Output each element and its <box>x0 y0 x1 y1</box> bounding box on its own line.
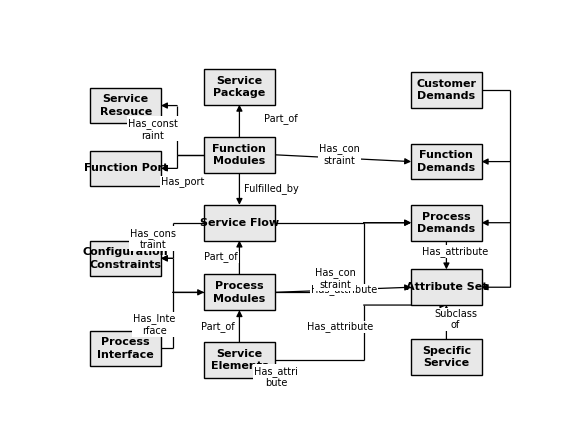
Text: Process
Interface: Process Interface <box>97 337 154 359</box>
Bar <box>90 330 161 366</box>
Text: Part_of: Part_of <box>201 321 235 333</box>
Bar <box>204 342 275 378</box>
Text: Service
Resouce: Service Resouce <box>100 94 152 117</box>
Text: Service
Elements: Service Elements <box>211 349 268 371</box>
Text: Process
Modules: Process Modules <box>213 281 265 303</box>
Text: Fulfilled_by: Fulfilled_by <box>244 183 299 194</box>
Bar <box>204 137 275 172</box>
Text: Subclass
of: Subclass of <box>434 309 477 330</box>
Text: Part_of: Part_of <box>264 112 297 123</box>
Text: Service
Package: Service Package <box>213 76 265 98</box>
Bar <box>411 72 482 108</box>
Text: Has_const
raint: Has_const raint <box>128 118 178 141</box>
Bar <box>90 88 161 123</box>
Text: Part_of: Part_of <box>204 251 238 262</box>
Text: Has_port: Has_port <box>161 176 204 187</box>
Text: Service Flow: Service Flow <box>200 218 279 228</box>
Text: Has_attribute: Has_attribute <box>311 284 377 295</box>
Text: Has_cons
traint: Has_cons traint <box>130 228 176 250</box>
Bar <box>90 150 161 186</box>
Text: Has_attribute: Has_attribute <box>423 246 488 257</box>
Bar <box>204 274 275 310</box>
Text: Has_attri
bute: Has_attri bute <box>254 366 298 389</box>
Text: Specific
Service: Specific Service <box>422 346 471 368</box>
Text: Has_con
straint: Has_con straint <box>319 143 360 166</box>
Bar <box>411 144 482 179</box>
Bar <box>411 205 482 240</box>
Text: Function Port: Function Port <box>83 163 168 173</box>
Text: Attribute Set: Attribute Set <box>406 282 487 292</box>
Bar <box>411 269 482 305</box>
Text: Process
Demands: Process Demands <box>417 212 475 234</box>
Bar <box>204 69 275 105</box>
Text: Has_Inte
rface: Has_Inte rface <box>133 313 176 336</box>
Bar <box>204 205 275 240</box>
Text: Function
Modules: Function Modules <box>212 144 266 166</box>
Bar <box>411 339 482 375</box>
Text: Has_attribute: Has_attribute <box>307 321 373 333</box>
Text: Has_con
straint: Has_con straint <box>315 268 355 290</box>
Bar <box>90 240 161 276</box>
Text: Customer
Demands: Customer Demands <box>416 79 477 101</box>
Text: Function
Demands: Function Demands <box>417 150 475 173</box>
Text: Configuration
Constraints: Configuration Constraints <box>83 247 168 269</box>
